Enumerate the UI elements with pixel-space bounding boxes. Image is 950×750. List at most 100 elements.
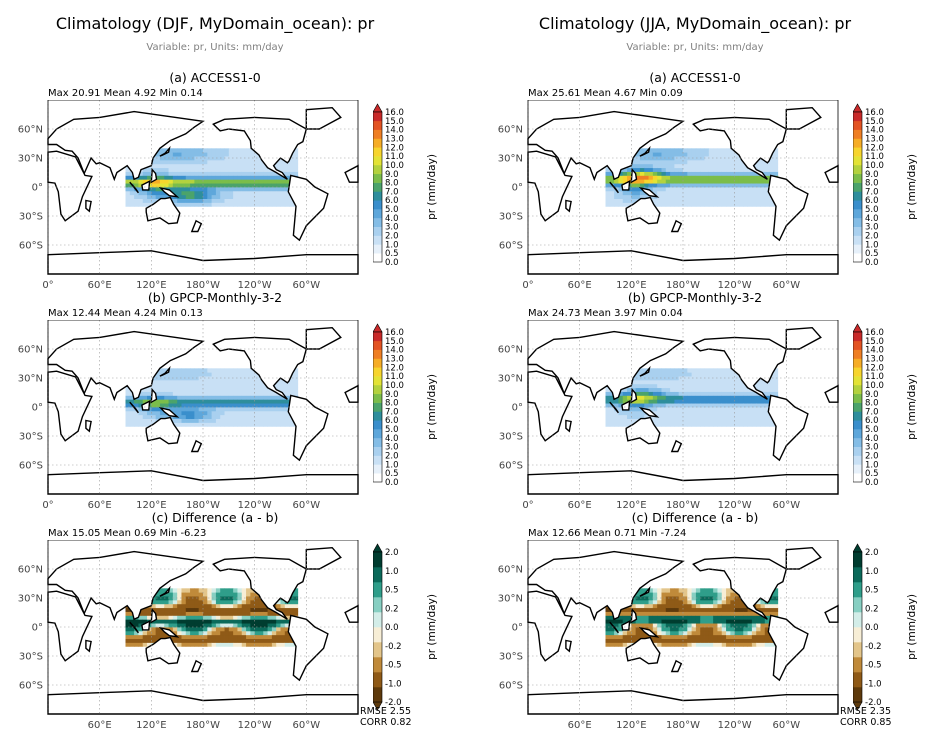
field-cell	[726, 368, 731, 373]
field-cell	[207, 607, 213, 612]
field-cell	[177, 410, 182, 416]
field-cell	[773, 159, 779, 165]
field-cell	[700, 627, 705, 632]
field-cell	[614, 202, 619, 207]
field-cell	[635, 627, 641, 632]
field-cell	[289, 642, 294, 647]
field-cell	[717, 642, 723, 647]
field-cell	[280, 619, 286, 624]
field-cell	[644, 619, 649, 624]
field-cell	[177, 634, 182, 639]
field-cell	[708, 615, 714, 620]
field-cell	[683, 422, 688, 427]
field-cell	[713, 379, 718, 385]
field-cell	[756, 630, 761, 636]
continent-outline	[158, 406, 180, 418]
field-cell	[683, 368, 688, 373]
field-cell	[721, 183, 727, 188]
colorbar-swatch	[853, 367, 862, 377]
field-cell	[683, 171, 688, 176]
field-cell	[263, 642, 268, 647]
field-cell	[635, 187, 641, 192]
field-cell	[241, 623, 247, 628]
field-cell	[639, 599, 645, 605]
field-cell	[258, 607, 264, 612]
field-cell	[215, 403, 221, 408]
field-cell	[220, 183, 225, 188]
field-cell	[263, 198, 268, 203]
field-cell	[657, 183, 662, 188]
field-cell	[652, 395, 658, 400]
field-cell	[254, 410, 260, 416]
field-cell	[683, 175, 688, 180]
field-cell	[713, 163, 718, 169]
field-cell	[695, 391, 701, 396]
field-cell	[721, 407, 727, 412]
field-cell	[142, 387, 148, 392]
colorbar-tick-label: 1.0	[385, 567, 399, 577]
field-cell	[751, 638, 757, 643]
field-cell	[700, 183, 705, 188]
field-cell	[198, 642, 204, 647]
field-cell	[665, 607, 671, 612]
colorbar-arrow-top	[372, 103, 383, 113]
field-cell	[678, 418, 684, 423]
field-cell	[276, 387, 281, 392]
field-cell	[263, 619, 268, 624]
field-cell	[747, 418, 753, 423]
field-cell	[738, 623, 744, 628]
field-cell	[284, 198, 290, 203]
field-cell	[635, 599, 641, 605]
map-plot: 60°N30°N0°30°S60°S60°E 120°E 180°W 120°W 60°…	[498, 540, 839, 731]
field-cell	[674, 619, 680, 624]
field-cell	[241, 190, 247, 196]
field-cell	[185, 619, 191, 624]
field-cell	[622, 422, 628, 427]
field-cell	[751, 202, 757, 207]
field-cell	[661, 163, 667, 169]
field-cell	[293, 383, 299, 389]
field-cell	[635, 175, 641, 180]
field-cell	[687, 175, 693, 180]
field-cell	[609, 407, 615, 412]
field-cell	[258, 187, 264, 192]
colorbar-swatch	[853, 672, 862, 688]
field-cell	[635, 619, 641, 624]
field-cell	[695, 368, 701, 373]
field-cell	[220, 627, 225, 632]
continent-outline	[527, 550, 685, 622]
field-cell	[730, 194, 736, 199]
field-cell	[751, 395, 757, 400]
field-cell	[695, 156, 701, 161]
field-cell	[743, 630, 748, 636]
field-cell	[211, 611, 217, 616]
field-cell	[652, 407, 658, 412]
field-cell	[263, 615, 268, 620]
metrics-box: RMSE 2.55 CORR 0.82	[360, 706, 412, 728]
field-cell	[211, 422, 217, 427]
field-cell	[721, 422, 727, 427]
field-cell	[670, 399, 675, 404]
field-cell	[246, 599, 251, 605]
field-cell	[190, 599, 195, 605]
field-cell	[185, 630, 191, 636]
field-cell	[627, 422, 632, 427]
field-cell	[756, 627, 761, 632]
field-cell	[224, 183, 230, 188]
field-cell	[207, 163, 213, 169]
lat-tick-label: 60°N	[498, 345, 523, 356]
field-cell	[233, 179, 238, 184]
field-cell	[665, 634, 671, 639]
field-cell	[207, 588, 213, 593]
field-cell	[147, 171, 152, 176]
field-cell	[203, 588, 208, 593]
field-cell	[678, 372, 684, 377]
field-cell	[155, 163, 161, 169]
lon-tick-label: 120°E	[616, 280, 646, 291]
field-cell	[190, 171, 195, 176]
field-cell	[717, 198, 723, 203]
field-cell	[211, 407, 217, 412]
field-cell	[250, 171, 256, 176]
field-cell	[190, 391, 195, 396]
field-cell	[293, 599, 299, 605]
